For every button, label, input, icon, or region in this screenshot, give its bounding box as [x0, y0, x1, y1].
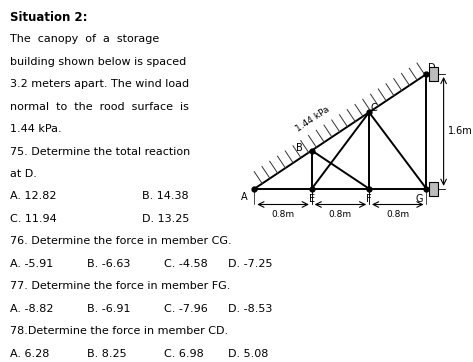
Text: D. 5.08: D. 5.08	[228, 349, 269, 359]
Text: C. 11.94: C. 11.94	[10, 214, 57, 224]
Text: C. 6.98: C. 6.98	[164, 349, 203, 359]
Text: Situation 2:: Situation 2:	[10, 11, 88, 24]
Text: A. -5.91: A. -5.91	[10, 259, 53, 269]
Text: B. 14.38: B. 14.38	[142, 191, 189, 202]
Text: B. -6.63: B. -6.63	[87, 259, 131, 269]
Text: normal  to  the  rood  surface  is: normal to the rood surface is	[10, 102, 189, 112]
Text: D. -7.25: D. -7.25	[228, 259, 273, 269]
Text: 1.44 kPa.: 1.44 kPa.	[10, 124, 62, 134]
Text: D: D	[428, 63, 435, 73]
Text: B. 8.25: B. 8.25	[87, 349, 127, 359]
Text: D. 13.25: D. 13.25	[142, 214, 189, 224]
Text: C. -7.96: C. -7.96	[164, 304, 208, 314]
Text: 77. Determine the force in member FG.: 77. Determine the force in member FG.	[10, 281, 231, 291]
Text: A. 6.28: A. 6.28	[10, 349, 50, 359]
Text: G: G	[415, 194, 423, 204]
Text: B. -6.91: B. -6.91	[87, 304, 131, 314]
Text: C. -4.58: C. -4.58	[164, 259, 208, 269]
Text: E: E	[309, 194, 315, 204]
Text: 0.8m: 0.8m	[386, 210, 409, 219]
Text: 1.6m: 1.6m	[448, 126, 473, 136]
Text: 0.8m: 0.8m	[329, 210, 352, 219]
Text: 0.8m: 0.8m	[272, 210, 295, 219]
Text: A: A	[241, 192, 248, 202]
Text: C: C	[371, 103, 377, 113]
Text: B: B	[296, 143, 303, 153]
Text: A. 12.82: A. 12.82	[10, 191, 57, 202]
Text: 75. Determine the total reaction: 75. Determine the total reaction	[10, 147, 191, 157]
Text: 78.Determine the force in member CD.: 78.Determine the force in member CD.	[10, 326, 228, 336]
Bar	[429, 182, 438, 196]
Text: 76. Determine the force in member CG.: 76. Determine the force in member CG.	[10, 236, 232, 247]
Text: at D.: at D.	[10, 169, 37, 179]
Bar	[429, 67, 438, 81]
Text: A. -8.82: A. -8.82	[10, 304, 54, 314]
Text: building shown below is spaced: building shown below is spaced	[10, 57, 186, 67]
Text: The  canopy  of  a  storage: The canopy of a storage	[10, 34, 159, 45]
Text: F: F	[366, 194, 372, 204]
Text: 3.2 meters apart. The wind load: 3.2 meters apart. The wind load	[10, 79, 189, 89]
Text: 1.44 kPa: 1.44 kPa	[294, 105, 331, 133]
Text: D. -8.53: D. -8.53	[228, 304, 273, 314]
